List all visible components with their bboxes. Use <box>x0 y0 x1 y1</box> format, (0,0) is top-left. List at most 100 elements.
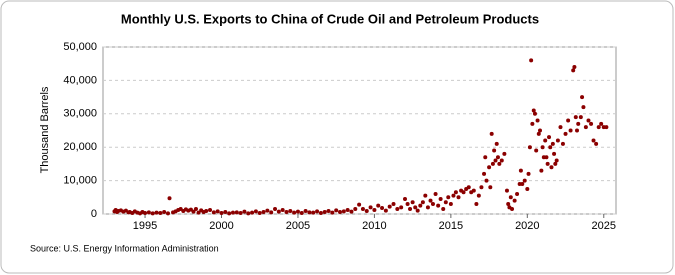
point <box>512 198 517 203</box>
point <box>208 207 213 212</box>
point <box>471 188 476 193</box>
point <box>599 121 604 126</box>
point <box>154 210 159 215</box>
point <box>353 206 358 211</box>
point <box>502 151 507 156</box>
point <box>543 138 548 143</box>
point <box>563 131 568 136</box>
point <box>288 208 293 213</box>
point <box>257 210 262 215</box>
point <box>326 208 331 213</box>
point <box>538 128 543 133</box>
point <box>295 209 300 214</box>
point <box>341 209 346 214</box>
point <box>518 168 523 173</box>
point <box>558 125 563 130</box>
point <box>196 210 201 215</box>
point <box>583 125 588 130</box>
point <box>586 118 591 123</box>
point <box>474 201 479 206</box>
point <box>575 128 580 133</box>
point <box>530 121 535 126</box>
point <box>497 161 502 166</box>
point <box>573 115 578 120</box>
point <box>510 206 515 211</box>
point <box>443 200 448 205</box>
point <box>265 208 270 213</box>
point <box>311 210 316 215</box>
y-tick-label: 0 <box>91 208 97 220</box>
point <box>479 185 484 190</box>
point <box>540 145 545 150</box>
point <box>364 208 369 213</box>
point <box>193 206 198 211</box>
y-tick-label: 50,000 <box>63 41 97 53</box>
point <box>322 209 327 214</box>
point <box>525 186 530 191</box>
point <box>589 121 594 126</box>
point <box>360 206 365 211</box>
point <box>488 185 493 190</box>
point <box>547 135 552 140</box>
point <box>531 108 536 113</box>
point <box>418 203 423 208</box>
point <box>376 203 381 208</box>
point <box>493 158 498 163</box>
point <box>230 210 235 215</box>
point <box>552 151 557 156</box>
point <box>508 195 513 200</box>
point <box>529 58 534 63</box>
point <box>506 201 511 206</box>
point <box>253 209 258 214</box>
point <box>526 171 531 176</box>
point <box>539 168 544 173</box>
point <box>383 208 388 213</box>
point <box>162 209 167 214</box>
point <box>223 209 228 214</box>
point <box>292 210 297 215</box>
y-tick-label: 30,000 <box>63 108 97 120</box>
point <box>211 210 216 215</box>
point <box>466 185 471 190</box>
point <box>441 206 446 211</box>
point <box>425 205 430 210</box>
point <box>436 203 441 208</box>
point <box>430 201 435 206</box>
chart-title: Monthly U.S. Exports to China of Crude O… <box>121 11 539 26</box>
point <box>487 165 492 170</box>
point <box>238 210 243 215</box>
point <box>548 145 553 150</box>
point <box>165 211 170 216</box>
point <box>504 188 509 193</box>
x-tick-label: 2020 <box>515 220 539 232</box>
point <box>303 208 308 213</box>
x-tick-label: 1995 <box>133 220 157 232</box>
point <box>515 191 520 196</box>
point <box>499 158 504 163</box>
point <box>520 181 525 186</box>
y-tick-label: 10,000 <box>63 175 97 187</box>
point <box>596 125 601 130</box>
point <box>227 211 232 216</box>
point <box>273 206 278 211</box>
point <box>560 141 565 146</box>
point <box>483 155 488 160</box>
point <box>191 209 196 214</box>
point <box>494 141 499 146</box>
point <box>246 211 251 216</box>
point <box>482 171 487 176</box>
point <box>568 128 573 133</box>
point <box>402 196 407 201</box>
point <box>204 208 209 213</box>
point <box>284 209 289 214</box>
x-tick-label: 2010 <box>362 220 386 232</box>
point <box>489 131 494 136</box>
point <box>580 95 585 100</box>
point <box>495 155 500 160</box>
point <box>461 190 466 195</box>
point <box>522 178 527 183</box>
point <box>527 145 532 150</box>
